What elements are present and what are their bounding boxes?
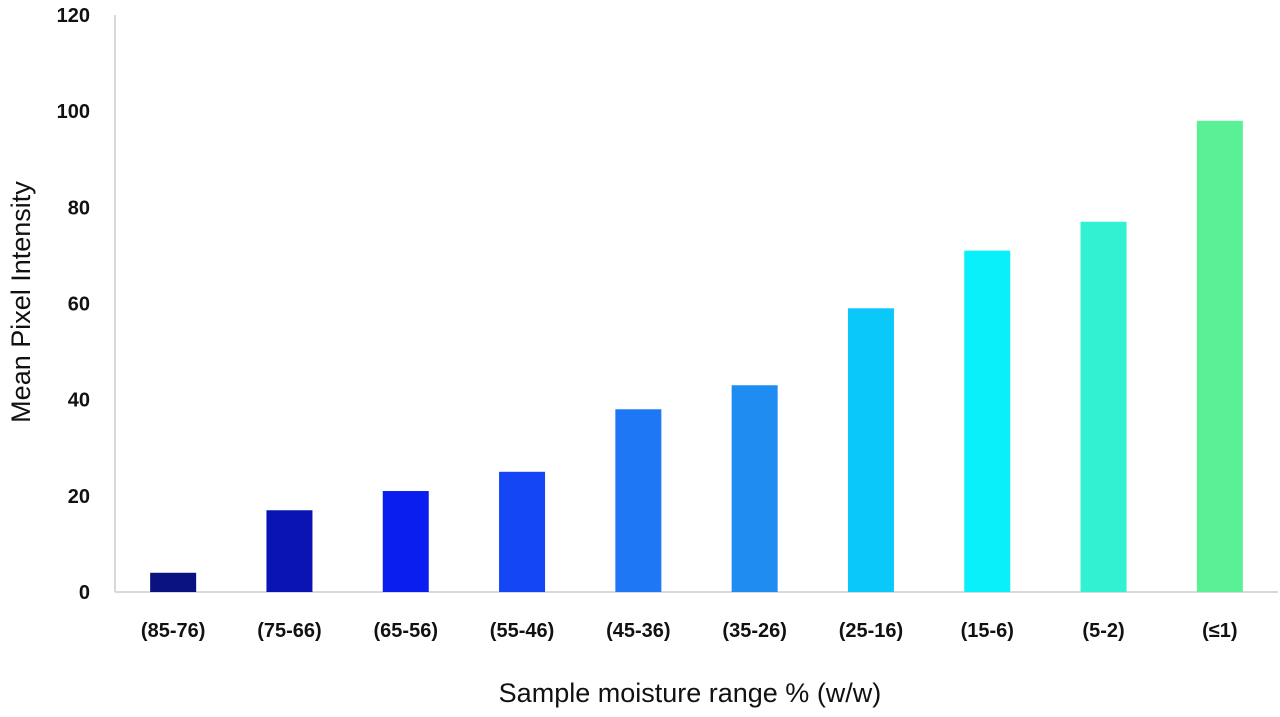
bar: [964, 250, 1011, 592]
x-tick-label: (15-6): [961, 620, 1014, 642]
x-tick-label: (85-76): [141, 620, 205, 642]
y-tick-label: 20: [68, 486, 90, 508]
x-tick-label: (75-66): [257, 620, 321, 642]
x-tick-label: (≤1): [1202, 620, 1237, 642]
bar: [615, 409, 662, 592]
x-tick-label: (5-2): [1082, 620, 1124, 642]
x-tick-label: (55-46): [490, 620, 554, 642]
bar: [847, 308, 894, 592]
bar: [499, 471, 546, 592]
y-axis-title: Mean Pixel Intensity: [6, 181, 36, 423]
y-tick-label: 0: [79, 582, 90, 604]
y-tick-label: 80: [68, 197, 90, 219]
x-tick-label: (65-56): [374, 620, 438, 642]
bars: [150, 120, 1243, 593]
bar: [731, 385, 778, 592]
x-axis-title: Sample moisture range % (w/w): [499, 678, 882, 708]
bar: [382, 491, 429, 592]
y-tick-label: 60: [68, 294, 90, 316]
x-tick-label: (35-26): [722, 620, 786, 642]
bar: [150, 572, 197, 592]
y-tick-label: 120: [57, 5, 90, 27]
x-axis: (85-76) (75-66) (65-56) (55-46) (45-36) (35-2…: [115, 591, 1278, 642]
x-tick-label: (25-16): [839, 620, 903, 642]
bar: [266, 510, 313, 592]
y-tick-label: 100: [57, 101, 90, 123]
x-tick-label: (45-36): [606, 620, 670, 642]
y-tick-label: 40: [68, 390, 90, 412]
y-axis: 0 20 40 60 80 100 120: [57, 5, 116, 604]
bar: [1080, 221, 1127, 592]
bar: [1196, 120, 1243, 593]
